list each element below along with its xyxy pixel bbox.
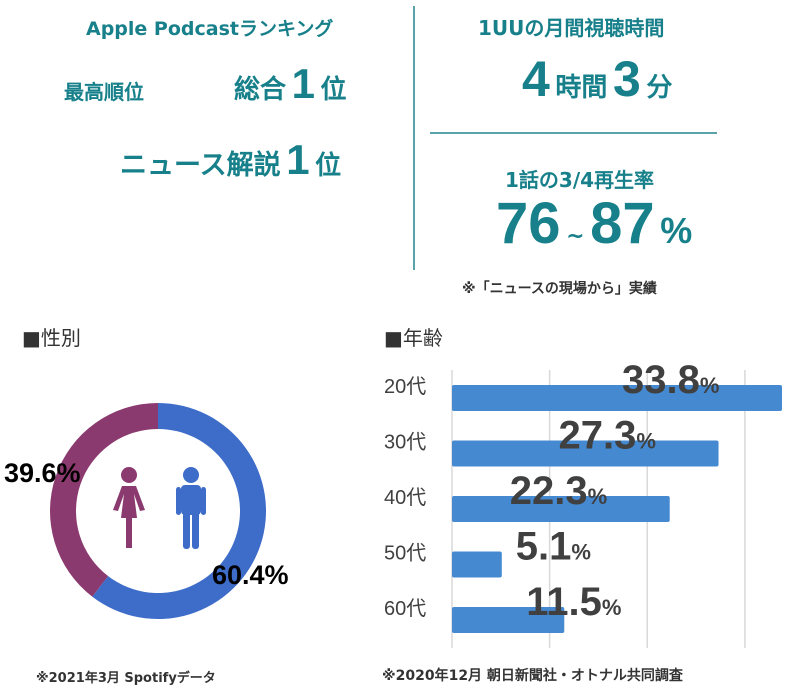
- category-label: 60代: [384, 597, 426, 620]
- listening-value: 4 時間 3 分: [522, 50, 672, 108]
- minutes-value: 3: [612, 51, 641, 107]
- overall-rank: 総合 1 位: [234, 60, 347, 108]
- male-percent-label: 60.4%: [212, 560, 289, 590]
- age-title: ■年齢: [384, 326, 443, 350]
- completion-high: 87: [590, 191, 655, 256]
- female-icon: [113, 467, 145, 548]
- vertical-divider: [413, 6, 415, 270]
- completion-note: ※「ニュースの現場から」実績: [462, 281, 657, 297]
- hours-value: 4: [522, 51, 550, 107]
- bar-30代: [452, 440, 719, 467]
- category-label: 50代: [384, 542, 426, 565]
- gender-donut-chart: 39.6% 60.4%: [4, 403, 289, 619]
- rank-suffix: 位: [315, 151, 342, 181]
- listening-title: 1UUの月間視聴時間: [478, 16, 665, 40]
- age-bar-chart: 20代 30代 40代 50代 60代 33.8% 27.3% 22.3% 5.1% 11.5%: [384, 360, 782, 648]
- news-rank-number: 1: [286, 136, 310, 183]
- gender-note: ※2021年3月 Spotifyデータ: [36, 671, 216, 686]
- bar-50代: [452, 551, 502, 578]
- donut-slice-male: [92, 403, 266, 619]
- ranking-title: Apple Podcastランキング: [86, 18, 334, 40]
- male-icon: [176, 467, 206, 549]
- category-label: 30代: [384, 431, 426, 454]
- value-unit: %: [700, 373, 720, 398]
- value-unit: %: [571, 540, 591, 565]
- overall-prefix: 総合: [234, 75, 287, 105]
- value-unit: %: [602, 595, 622, 620]
- category-label: 20代: [384, 375, 426, 398]
- category-label: 40代: [384, 486, 426, 509]
- gender-title: ■性別: [22, 326, 81, 350]
- ranking-label: 最高順位: [64, 80, 144, 104]
- bar-20代: [452, 385, 782, 411]
- value-label: 5.1%: [516, 525, 591, 569]
- value-unit: %: [588, 484, 608, 509]
- completion-tilde: ~: [566, 224, 585, 249]
- overall-rank-number: 1: [291, 60, 315, 107]
- completion-unit: %: [660, 210, 693, 251]
- age-note: ※2020年12月 朝日新聞社・オトナル共同調査: [382, 668, 683, 684]
- value-label: 22.3%: [510, 469, 607, 513]
- completion-low: 76: [496, 191, 561, 256]
- female-percent-label: 39.6%: [4, 458, 81, 488]
- bar-60代: [452, 607, 565, 633]
- hours-unit: 時間: [555, 73, 608, 103]
- completion-title: 1話の3/4再生率: [505, 168, 655, 192]
- horizontal-divider: [430, 132, 717, 134]
- donut-slice-female: [49, 403, 158, 597]
- value-label: 33.8%: [622, 360, 719, 402]
- value-label: 27.3%: [559, 414, 656, 458]
- bar-40代: [452, 496, 670, 522]
- value-label: 11.5%: [526, 580, 621, 624]
- news-rank: ニュース解説 1 位: [120, 136, 341, 184]
- rank-suffix: 位: [320, 75, 347, 105]
- value-unit: %: [636, 429, 656, 454]
- minutes-unit: 分: [646, 73, 673, 103]
- completion-value: 76 ~ 87 %: [496, 190, 692, 257]
- news-prefix: ニュース解説: [120, 150, 281, 181]
